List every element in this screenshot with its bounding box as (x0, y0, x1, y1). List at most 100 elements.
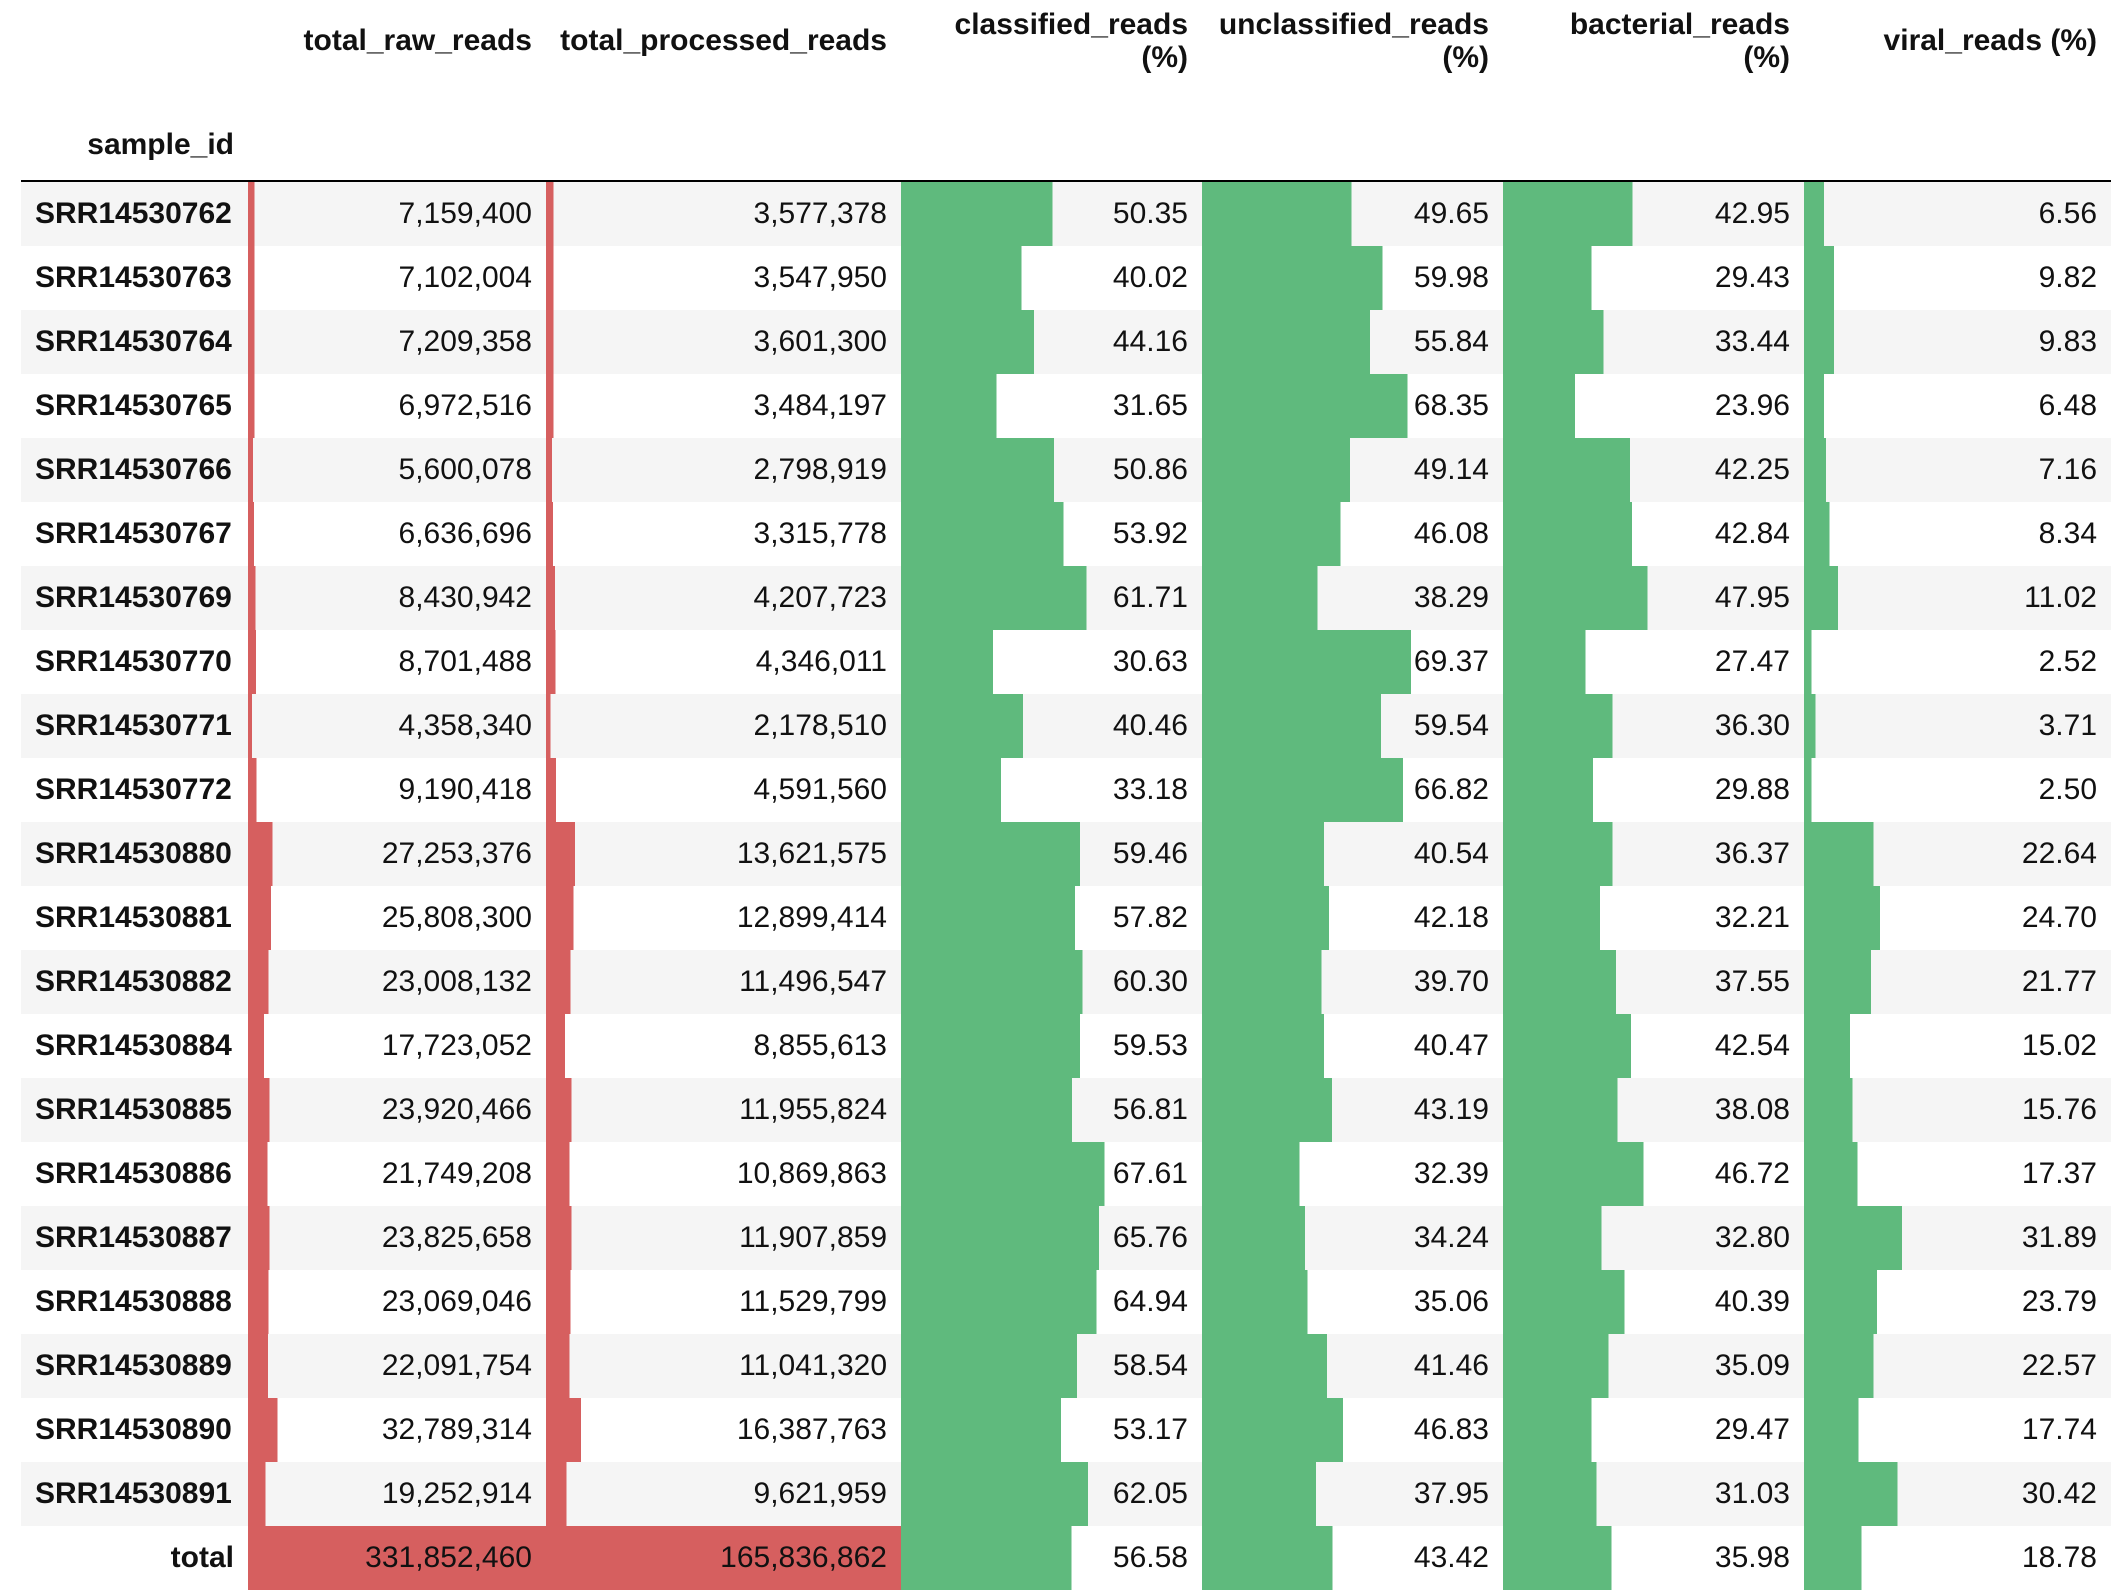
sample-id-cell: SRR14530770 (35, 645, 232, 678)
cell-bacterial-reads-pct: 33.44 (1503, 310, 1804, 374)
table-row: SRR14530886 21,749,208 10,869,863 67.61 32.3… (21, 1142, 2111, 1206)
cell-bacterial-reads-pct: 46.72 (1503, 1142, 1804, 1206)
cell-classified-reads-pct: 50.35 (901, 181, 1202, 246)
cell-viral-reads-pct: 22.57 (1804, 1334, 2111, 1398)
cell-bacterial-reads-pct: 27.47 (1503, 630, 1804, 694)
sample-id-cell: SRR14530890 (35, 1413, 232, 1446)
cell-viral-reads-pct: 2.50 (1804, 758, 2111, 822)
cell-total-raw-reads: 5,600,078 (248, 438, 546, 502)
cell-unclassified-reads-pct: 37.95 (1202, 1462, 1503, 1526)
sample-id-cell: SRR14530765 (35, 389, 232, 422)
column-header-row: total_raw_reads total_processed_reads cl… (21, 0, 2111, 108)
cell-bacterial-reads-pct: 36.30 (1503, 694, 1804, 758)
sample-id-cell: SRR14530764 (21, 310, 248, 374)
sample-id-cell: SRR14530887 (21, 1206, 248, 1270)
cell-total-processed-reads: 13,621,575 (546, 822, 901, 886)
cell-viral-reads-pct: 11.02 (1804, 566, 2111, 630)
cell-bacterial-reads-pct: 38.08 (1503, 1078, 1804, 1142)
sample-id-cell: SRR14530891 (21, 1462, 248, 1526)
cell-classified-reads-pct: 50.86 (901, 438, 1202, 502)
cell-classified-reads-pct: 61.71 (901, 566, 1202, 630)
cell-bacterial-reads-pct: 35.98 (1503, 1526, 1804, 1590)
cell-unclassified-reads-pct: 69.37 (1202, 630, 1503, 694)
cell-total-processed-reads: 9,621,959 (546, 1462, 901, 1526)
cell-total-raw-reads: 23,069,046 (248, 1270, 546, 1334)
cell-total-processed-reads: 3,484,197 (546, 374, 901, 438)
cell-viral-reads-pct: 3.71 (1804, 694, 2111, 758)
cell-classified-reads-pct: 40.46 (901, 694, 1202, 758)
header-classified-reads-pct: classified_reads (%) (954, 8, 1188, 74)
cell-viral-reads-pct: 17.74 (1804, 1398, 2111, 1462)
cell-unclassified-reads-pct: 55.84 (1202, 310, 1503, 374)
cell-total-raw-reads: 331,852,460 (248, 1526, 546, 1590)
cell-total-processed-reads: 8,855,613 (546, 1014, 901, 1078)
cell-unclassified-reads-pct: 32.39 (1202, 1142, 1503, 1206)
cell-viral-reads-pct: 8.34 (1804, 502, 2111, 566)
table-row: SRR14530771 4,358,340 2,178,510 40.46 59.54 3… (21, 694, 2111, 758)
cell-bacterial-reads-pct: 42.25 (1503, 438, 1804, 502)
sample-id-cell: total (21, 1526, 248, 1590)
cell-viral-reads-pct: 22.64 (1804, 822, 2111, 886)
cell-bacterial-reads-pct: 37.55 (1503, 950, 1804, 1014)
cell-total-processed-reads: 4,207,723 (546, 566, 901, 630)
cell-total-raw-reads: 32,789,314 (248, 1398, 546, 1462)
cell-unclassified-reads-pct: 41.46 (1202, 1334, 1503, 1398)
cell-total-processed-reads: 3,601,300 (546, 310, 901, 374)
cell-total-processed-reads: 11,496,547 (546, 950, 901, 1014)
sample-id-cell: SRR14530763 (35, 261, 232, 294)
cell-total-processed-reads: 11,041,320 (546, 1334, 901, 1398)
cell-classified-reads-pct: 58.54 (901, 1334, 1202, 1398)
cell-total-processed-reads: 4,591,560 (546, 758, 901, 822)
cell-classified-reads-pct: 59.46 (901, 822, 1202, 886)
sample-id-cell: SRR14530762 (21, 181, 248, 246)
cell-total-processed-reads: 4,346,011 (546, 630, 901, 694)
table-row: SRR14530763 7,102,004 3,547,950 40.02 59.98 2… (21, 246, 2111, 310)
cell-unclassified-reads-pct: 34.24 (1202, 1206, 1503, 1270)
header-total-raw-reads: total_raw_reads (303, 24, 532, 57)
cell-unclassified-reads-pct: 46.08 (1202, 502, 1503, 566)
cell-viral-reads-pct: 18.78 (1804, 1526, 2111, 1590)
cell-classified-reads-pct: 53.17 (901, 1398, 1202, 1462)
cell-total-processed-reads: 2,178,510 (546, 694, 901, 758)
cell-unclassified-reads-pct: 40.47 (1202, 1014, 1503, 1078)
cell-total-raw-reads: 22,091,754 (248, 1334, 546, 1398)
cell-viral-reads-pct: 9.83 (1804, 310, 2111, 374)
cell-unclassified-reads-pct: 40.54 (1202, 822, 1503, 886)
cell-bacterial-reads-pct: 29.88 (1503, 758, 1804, 822)
cell-classified-reads-pct: 30.63 (901, 630, 1202, 694)
cell-total-processed-reads: 165,836,862 (546, 1526, 901, 1590)
cell-bacterial-reads-pct: 40.39 (1503, 1270, 1804, 1334)
header-viral-reads-pct: viral_reads (%) (1883, 24, 2097, 57)
table-row: SRR14530887 23,825,658 11,907,859 65.76 34.2… (21, 1206, 2111, 1270)
cell-bacterial-reads-pct: 31.03 (1503, 1462, 1804, 1526)
table-row: SRR14530880 27,253,376 13,621,575 59.46 40.5… (21, 822, 2111, 886)
table-body: SRR14530762 7,159,400 3,577,378 50.35 49.65 4… (21, 181, 2111, 1590)
cell-total-raw-reads: 27,253,376 (248, 822, 546, 886)
cell-bacterial-reads-pct: 29.47 (1503, 1398, 1804, 1462)
table-row: SRR14530882 23,008,132 11,496,547 60.30 39.7… (21, 950, 2111, 1014)
cell-total-raw-reads: 8,701,488 (248, 630, 546, 694)
cell-total-raw-reads: 8,430,942 (248, 566, 546, 630)
table-row: SRR14530764 7,209,358 3,601,300 44.16 55.84 3… (21, 310, 2111, 374)
cell-bacterial-reads-pct: 23.96 (1503, 374, 1804, 438)
cell-unclassified-reads-pct: 38.29 (1202, 566, 1503, 630)
table-row: SRR14530884 17,723,052 8,855,613 59.53 40.47… (21, 1014, 2111, 1078)
cell-classified-reads-pct: 60.30 (901, 950, 1202, 1014)
cell-total-processed-reads: 3,315,778 (546, 502, 901, 566)
cell-viral-reads-pct: 9.82 (1804, 246, 2111, 310)
table-row: SRR14530885 23,920,466 11,955,824 56.81 43.1… (21, 1078, 2111, 1142)
cell-total-raw-reads: 19,252,914 (248, 1462, 546, 1526)
reads-summary-table: total_raw_reads total_processed_reads cl… (21, 0, 2111, 1590)
cell-total-raw-reads: 4,358,340 (248, 694, 546, 758)
cell-viral-reads-pct: 2.52 (1804, 630, 2111, 694)
sample-id-cell: SRR14530884 (35, 1029, 232, 1062)
table-row: SRR14530765 6,972,516 3,484,197 31.65 68.35 2… (21, 374, 2111, 438)
cell-unclassified-reads-pct: 35.06 (1202, 1270, 1503, 1334)
cell-total-raw-reads: 23,008,132 (248, 950, 546, 1014)
sample-id-cell: SRR14530772 (35, 773, 232, 806)
table-row: SRR14530772 9,190,418 4,591,560 33.18 66.82 2… (21, 758, 2111, 822)
cell-classified-reads-pct: 64.94 (901, 1270, 1202, 1334)
sample-id-cell: SRR14530880 (21, 822, 248, 886)
sample-id-cell: SRR14530771 (21, 694, 248, 758)
cell-classified-reads-pct: 33.18 (901, 758, 1202, 822)
